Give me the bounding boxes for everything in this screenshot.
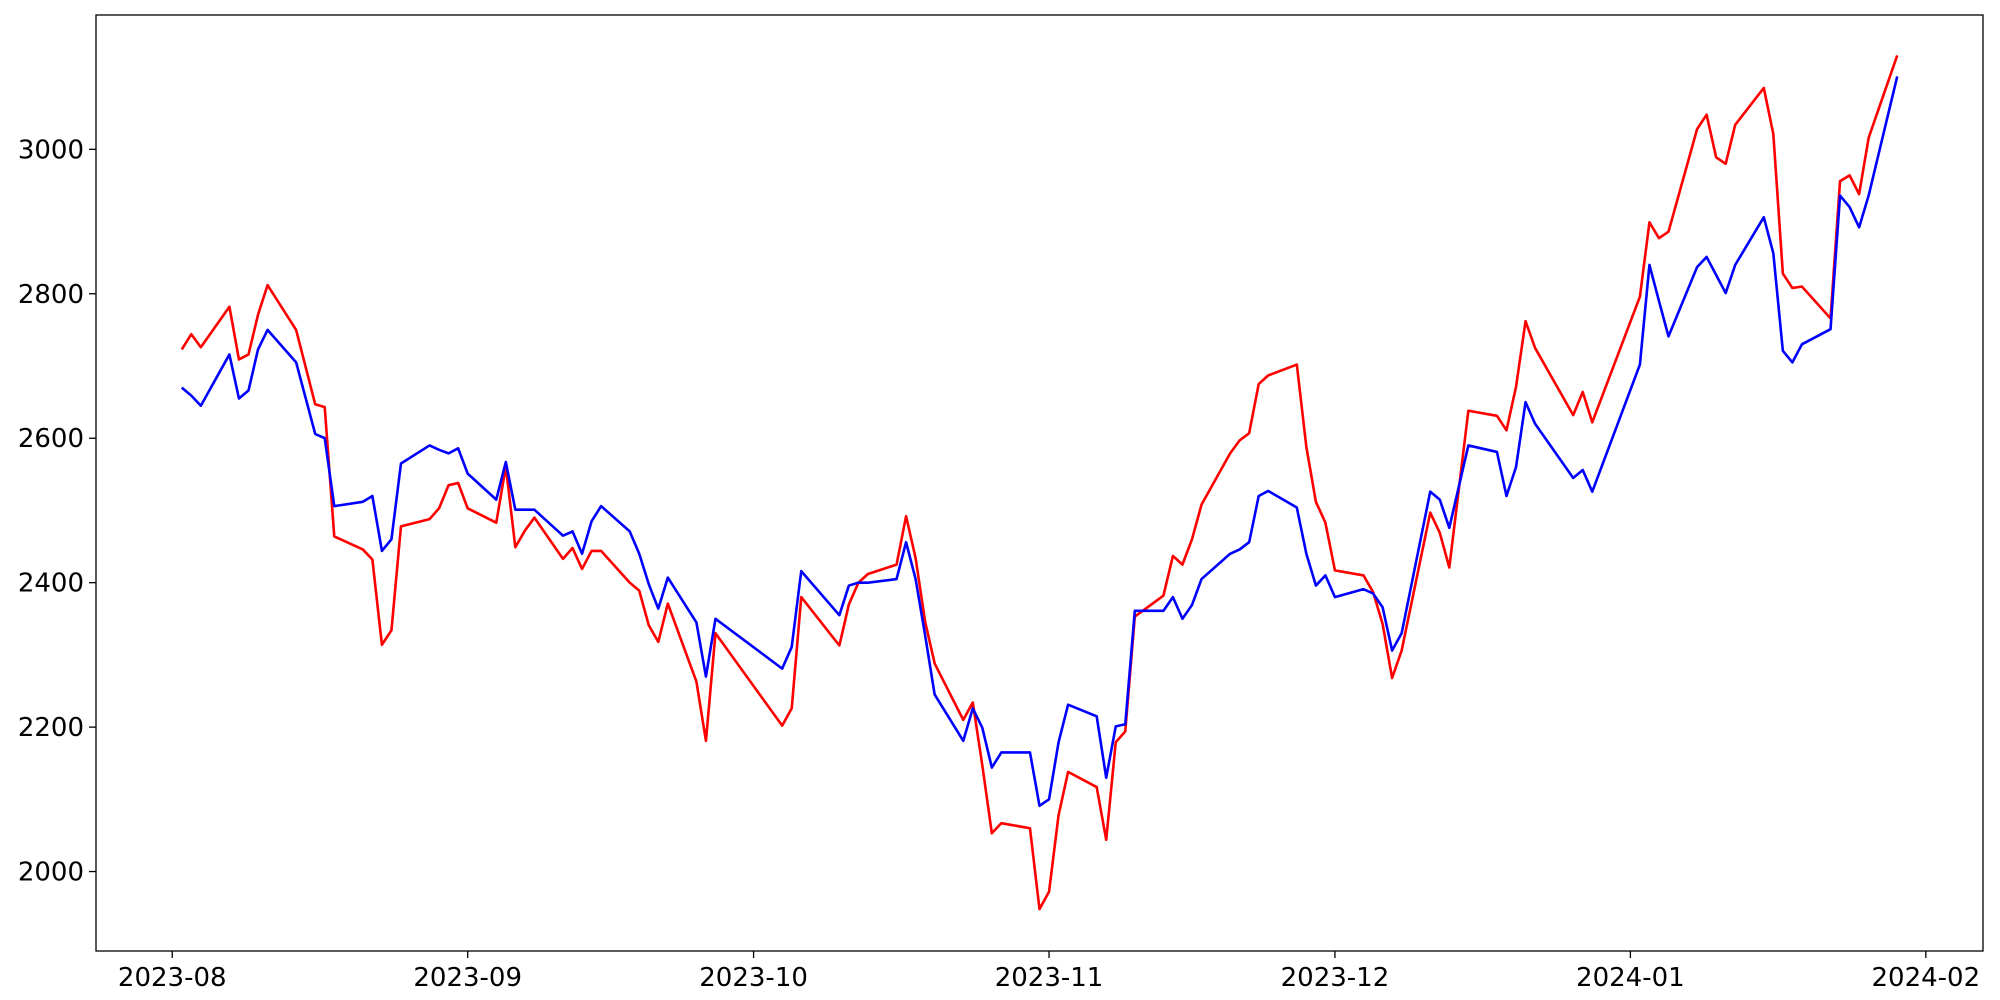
x-tick-label: 2023-08 [118,963,227,993]
x-tick-label: 2023-10 [699,963,808,993]
x-tick-label: 2023-12 [1281,963,1390,993]
y-tick-label: 2600 [18,424,84,454]
line-series [180,55,1899,911]
y-tick-label: 2800 [18,280,84,310]
y-tick-label: 3000 [18,135,84,165]
y-tick-label: 2400 [18,569,84,599]
line-series [180,76,1899,808]
x-tick-label: 2023-11 [995,963,1104,993]
plot-frame [95,14,1984,952]
x-tick-label: 2023-09 [413,963,522,993]
y-tick-label: 2200 [18,713,84,743]
x-tick-label: 2024-02 [1871,963,1980,993]
y-tick-label: 2000 [18,858,84,888]
x-tick-label: 2024-01 [1576,963,1685,993]
